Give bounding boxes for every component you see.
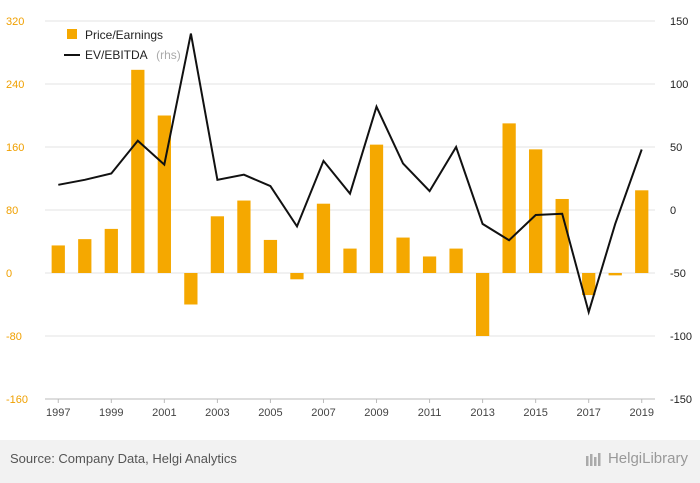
y-right-tick-label: 150: [670, 16, 688, 28]
y-left-tick-label: -80: [6, 331, 22, 343]
bar-price-earnings-1997: [51, 245, 65, 273]
bar-price-earnings-2011: [422, 256, 437, 273]
x-tick-label: 2001: [152, 407, 176, 419]
bar-price-earnings-1999: [104, 228, 118, 273]
x-tick-label: 2011: [418, 407, 442, 419]
source-text: Source: Company Data, Helgi Analytics: [10, 451, 237, 466]
legend-label-ev-ebitda: EV/EBITDA (rhs): [85, 46, 181, 63]
y-left-tick-label: 240: [6, 79, 24, 91]
x-tick-label: 2013: [470, 407, 494, 419]
bar-price-earnings-2010: [396, 237, 410, 273]
bar-price-earnings-2014: [502, 123, 516, 273]
library-icon: [585, 452, 601, 466]
bars: [51, 69, 649, 336]
bar-price-earnings-2002: [184, 273, 198, 305]
bar-price-earnings-2017: [582, 273, 596, 296]
legend-label-price-earnings: Price/Earnings: [85, 28, 163, 42]
y-right-tick-label: -100: [670, 331, 692, 343]
axes: 320 240 160 80 0 -80 -160 150 100 50 0 -50 -100 -150 1…: [6, 16, 692, 419]
legend-swatch-price-earnings: [67, 29, 77, 39]
y-right-tick-label: -150: [670, 394, 692, 406]
footer: Source: Company Data, Helgi Analytics He…: [0, 440, 700, 483]
y-left-tick-label: 80: [6, 205, 18, 217]
x-tick-label: 2003: [205, 407, 229, 419]
bar-price-earnings-2018: [608, 273, 622, 276]
y-right-tick-label: -50: [670, 268, 686, 280]
x-tick-label: 1999: [99, 407, 123, 419]
x-tick-label: 2009: [364, 407, 388, 419]
x-tick-label: 2015: [523, 407, 547, 419]
bar-price-earnings-2003: [210, 216, 225, 273]
bar-price-earnings-2019: [635, 190, 649, 273]
bar-price-earnings-2005: [263, 239, 278, 273]
line-series: [58, 33, 643, 316]
bar-price-earnings-2000: [131, 69, 145, 273]
chart: 320 240 160 80 0 -80 -160 150 100 50 0 -50 -100 -150 1…: [6, 16, 692, 419]
bar-price-earnings-2013: [475, 273, 490, 336]
bar-price-earnings-2007: [316, 203, 331, 273]
x-tick-label: 2017: [576, 407, 600, 419]
brand-logo: HelgiLibrary: [585, 450, 688, 467]
bar-price-earnings-2004: [237, 200, 251, 273]
bar-price-earnings-2008: [343, 248, 357, 273]
bar-price-earnings-2009: [369, 144, 384, 273]
line-ev-ebitda: [58, 33, 643, 316]
bar-price-earnings-2012: [449, 248, 463, 273]
bar-price-earnings-1998: [78, 239, 92, 273]
legend-series-name: EV/EBITDA: [85, 48, 148, 62]
y-left-tick-label: 0: [6, 268, 12, 280]
y-left-tick-label: -160: [6, 394, 28, 406]
y-right-tick-label: 50: [670, 142, 682, 154]
y-right-tick-label: 0: [670, 205, 676, 217]
legend: Price/Earnings EV/EBITDA (rhs): [64, 28, 181, 63]
brand-name: HelgiLibrary: [607, 450, 688, 467]
y-left-tick-label: 320: [6, 16, 24, 28]
x-tick-label: 1997: [46, 407, 70, 419]
x-tick-label: 2005: [258, 407, 282, 419]
legend-rhs-suffix: (rhs): [156, 48, 181, 62]
bar-price-earnings-2006: [290, 273, 304, 280]
y-left-tick-label: 160: [6, 142, 24, 154]
bar-price-earnings-2001: [157, 115, 171, 273]
bar-price-earnings-2016: [555, 198, 569, 273]
x-tick-label: 2019: [629, 407, 653, 419]
y-right-tick-label: 100: [670, 79, 688, 91]
x-tick-label: 2007: [311, 407, 335, 419]
bar-price-earnings-2015: [529, 149, 543, 273]
